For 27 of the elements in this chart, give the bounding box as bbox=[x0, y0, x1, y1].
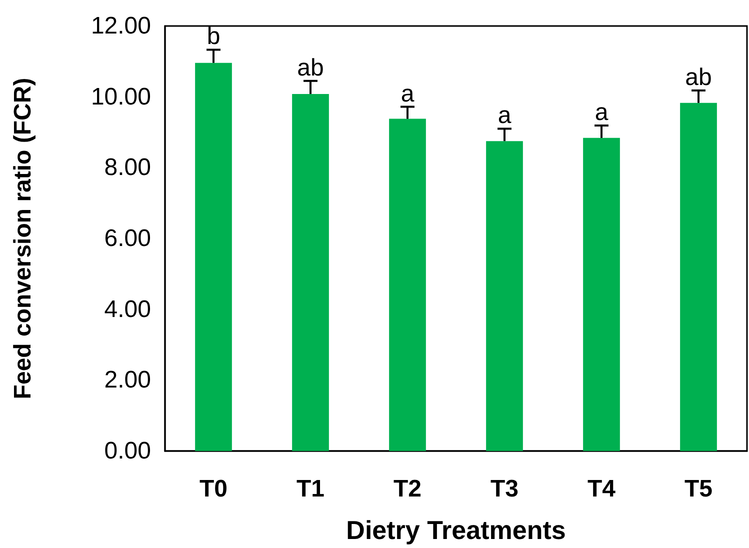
x-tick-label: T1 bbox=[296, 476, 325, 502]
x-tick-label: T2 bbox=[393, 476, 422, 502]
x-tick-label: T0 bbox=[199, 476, 228, 502]
bar bbox=[486, 141, 523, 451]
annotation: ab bbox=[685, 64, 712, 91]
bar bbox=[195, 62, 232, 451]
y-tick-label: 4.00 bbox=[104, 296, 151, 323]
annotation: ab bbox=[297, 54, 324, 82]
annotation: a bbox=[594, 99, 609, 126]
bar bbox=[292, 94, 329, 451]
annotation: b bbox=[206, 23, 220, 50]
y-axis-title: Feed conversion ratio (FCR) bbox=[10, 78, 36, 400]
x-axis-title: Dietry Treatments bbox=[346, 515, 566, 545]
y-tick-label: 6.00 bbox=[104, 225, 151, 252]
y-tick-label: 12.00 bbox=[90, 12, 151, 40]
y-tick-label: 0.00 bbox=[104, 438, 151, 464]
annotation: a bbox=[400, 80, 415, 108]
y-tick-label: 8.00 bbox=[104, 154, 151, 182]
x-tick-label: T5 bbox=[684, 476, 713, 502]
x-tick-label: T3 bbox=[490, 476, 519, 502]
y-tick-label: 10.00 bbox=[90, 83, 151, 110]
bar bbox=[583, 138, 620, 451]
bar bbox=[389, 118, 426, 451]
annotation: a bbox=[498, 102, 512, 130]
bar bbox=[680, 102, 717, 451]
x-tick-label: T4 bbox=[587, 476, 616, 502]
y-tick-label: 2.00 bbox=[104, 366, 151, 394]
